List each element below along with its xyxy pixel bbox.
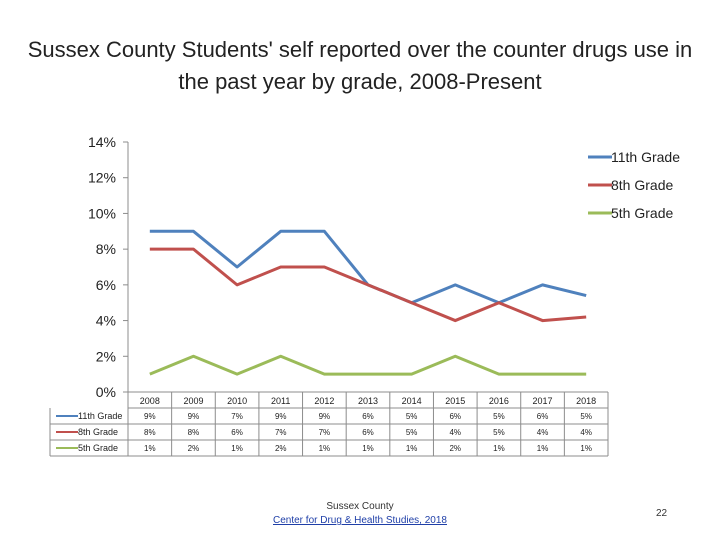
table-cell: 9% bbox=[188, 412, 200, 421]
y-tick-label: 4% bbox=[96, 313, 116, 329]
table-cell: 1% bbox=[319, 444, 331, 453]
table-cell: 6% bbox=[537, 412, 549, 421]
table-series-label: 11th Grade bbox=[78, 411, 122, 421]
table-cell: 5% bbox=[406, 428, 418, 437]
x-tick-label: 2009 bbox=[183, 396, 203, 406]
table-cell: 6% bbox=[362, 428, 374, 437]
y-tick-label: 0% bbox=[96, 384, 116, 400]
table-cell: 6% bbox=[362, 412, 374, 421]
table-cell: 9% bbox=[275, 412, 287, 421]
table-cell: 5% bbox=[580, 412, 592, 421]
y-tick-label: 14% bbox=[88, 134, 116, 150]
chart-title: Sussex County Students' self reported ov… bbox=[27, 37, 693, 94]
table-cell: 8% bbox=[144, 428, 156, 437]
table-cell: 7% bbox=[275, 428, 287, 437]
series-line bbox=[149, 354, 587, 376]
x-tick-label: 2015 bbox=[445, 396, 465, 406]
table-cell: 4% bbox=[449, 428, 461, 437]
table-cell: 4% bbox=[580, 428, 592, 437]
table-series-label: 8th Grade bbox=[78, 427, 118, 437]
table-cell: 7% bbox=[231, 412, 243, 421]
table-series-label: 5th Grade bbox=[78, 443, 118, 453]
x-tick-label: 2008 bbox=[140, 396, 160, 406]
x-tick-label: 2017 bbox=[533, 396, 553, 406]
table-cell: 2% bbox=[188, 444, 200, 453]
table-cell: 2% bbox=[449, 444, 461, 453]
page-number: 22 bbox=[656, 508, 668, 519]
table-cell: 9% bbox=[144, 412, 156, 421]
table-cell: 5% bbox=[493, 428, 505, 437]
legend-label: 5th Grade bbox=[611, 205, 673, 221]
table-cell: 7% bbox=[319, 428, 331, 437]
footer-source-link[interactable]: Center for Drug & Health Studies, 2018 bbox=[273, 515, 447, 526]
table-cell: 1% bbox=[231, 444, 243, 453]
y-tick-label: 2% bbox=[96, 348, 116, 364]
y-tick-label: 12% bbox=[88, 170, 116, 186]
x-tick-label: 2012 bbox=[314, 396, 334, 406]
footer-source: Sussex County Center for Drug & Health S… bbox=[230, 500, 490, 528]
x-tick-label: 2018 bbox=[576, 396, 596, 406]
table-cell: 5% bbox=[493, 412, 505, 421]
table-cell: 1% bbox=[362, 444, 374, 453]
x-tick-label: 2016 bbox=[489, 396, 509, 406]
table-cell: 4% bbox=[537, 428, 549, 437]
table-cell: 2% bbox=[275, 444, 287, 453]
legend-label: 11th Grade bbox=[611, 149, 680, 165]
table-cell: 8% bbox=[188, 428, 200, 437]
y-tick-label: 10% bbox=[88, 205, 116, 221]
table-cell: 1% bbox=[493, 444, 505, 453]
x-tick-label: 2011 bbox=[271, 396, 290, 406]
table-cell: 1% bbox=[144, 444, 156, 453]
table-cell: 1% bbox=[406, 444, 418, 453]
table-cell: 1% bbox=[580, 444, 592, 453]
y-tick-label: 6% bbox=[96, 277, 116, 293]
table-cell: 6% bbox=[231, 428, 243, 437]
table-cell: 5% bbox=[406, 412, 418, 421]
footer-county: Sussex County bbox=[326, 501, 394, 512]
x-tick-label: 2013 bbox=[358, 396, 378, 406]
table-cell: 9% bbox=[319, 412, 331, 421]
table-cell: 6% bbox=[449, 412, 461, 421]
y-tick-label: 8% bbox=[96, 241, 116, 257]
legend-label: 8th Grade bbox=[611, 177, 673, 193]
table-cell: 1% bbox=[537, 444, 549, 453]
x-tick-label: 2010 bbox=[227, 396, 247, 406]
x-tick-label: 2014 bbox=[402, 396, 422, 406]
series-line bbox=[149, 247, 587, 323]
